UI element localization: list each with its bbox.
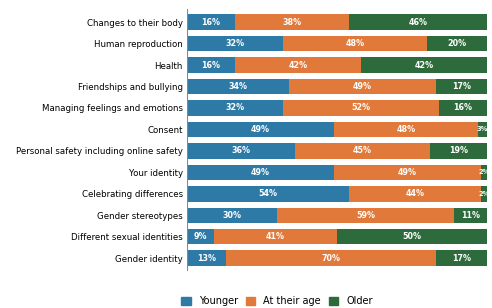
Bar	[187, 164, 334, 180]
Text: 13%: 13%	[197, 254, 216, 263]
Text: 3%: 3%	[477, 126, 488, 132]
Text: 11%: 11%	[461, 211, 480, 220]
Text: 44%: 44%	[405, 189, 425, 198]
Bar	[187, 186, 349, 201]
Bar	[436, 79, 487, 94]
Text: 2%: 2%	[478, 169, 490, 175]
Text: 49%: 49%	[251, 125, 270, 134]
Text: 20%: 20%	[448, 39, 466, 48]
Bar	[481, 186, 487, 201]
Text: 45%: 45%	[353, 146, 372, 155]
Text: 16%: 16%	[201, 61, 220, 70]
Bar	[283, 100, 439, 116]
Text: 42%: 42%	[414, 61, 433, 70]
Text: 48%: 48%	[345, 39, 365, 48]
Bar	[334, 122, 478, 137]
Text: 54%: 54%	[258, 189, 277, 198]
Bar	[235, 14, 349, 30]
Legend: Younger, At their age, Older: Younger, At their age, Older	[180, 294, 374, 308]
Bar	[481, 164, 487, 180]
Text: 34%: 34%	[228, 82, 247, 91]
Text: 32%: 32%	[225, 103, 245, 112]
Text: 41%: 41%	[266, 232, 285, 241]
Text: 16%: 16%	[454, 103, 473, 112]
Bar	[187, 100, 283, 116]
Text: 2%: 2%	[478, 191, 490, 197]
Bar	[454, 208, 487, 223]
Text: 46%: 46%	[408, 18, 428, 26]
Text: 49%: 49%	[251, 168, 270, 177]
Bar	[361, 57, 487, 73]
Text: 32%: 32%	[225, 39, 245, 48]
Bar	[187, 143, 295, 159]
Text: 49%: 49%	[398, 168, 417, 177]
Bar	[187, 229, 214, 245]
Text: 49%: 49%	[353, 82, 372, 91]
Bar	[349, 186, 481, 201]
Text: 30%: 30%	[222, 211, 242, 220]
Bar	[427, 36, 487, 51]
Bar	[187, 122, 334, 137]
Bar	[436, 250, 487, 266]
Text: 36%: 36%	[231, 146, 250, 155]
Text: 52%: 52%	[351, 103, 370, 112]
Text: 17%: 17%	[452, 82, 471, 91]
Text: 50%: 50%	[402, 232, 422, 241]
Bar	[187, 250, 226, 266]
Bar	[214, 229, 337, 245]
Bar	[277, 208, 454, 223]
Bar	[430, 143, 487, 159]
Bar	[349, 14, 487, 30]
Text: 17%: 17%	[452, 254, 471, 263]
Bar	[334, 164, 481, 180]
Bar	[235, 57, 361, 73]
Text: 19%: 19%	[449, 146, 468, 155]
Text: 38%: 38%	[282, 18, 302, 26]
Text: 42%: 42%	[288, 61, 308, 70]
Bar	[187, 57, 235, 73]
Text: 9%: 9%	[194, 232, 207, 241]
Text: 59%: 59%	[356, 211, 375, 220]
Bar	[187, 208, 277, 223]
Bar	[478, 122, 487, 137]
Bar	[295, 143, 430, 159]
Bar	[289, 79, 436, 94]
Bar	[226, 250, 436, 266]
Bar	[337, 229, 487, 245]
Text: 70%: 70%	[321, 254, 340, 263]
Bar	[283, 36, 427, 51]
Bar	[187, 36, 283, 51]
Text: 48%: 48%	[397, 125, 416, 134]
Bar	[439, 100, 487, 116]
Bar	[187, 14, 235, 30]
Text: 16%: 16%	[201, 18, 220, 26]
Bar	[187, 79, 289, 94]
